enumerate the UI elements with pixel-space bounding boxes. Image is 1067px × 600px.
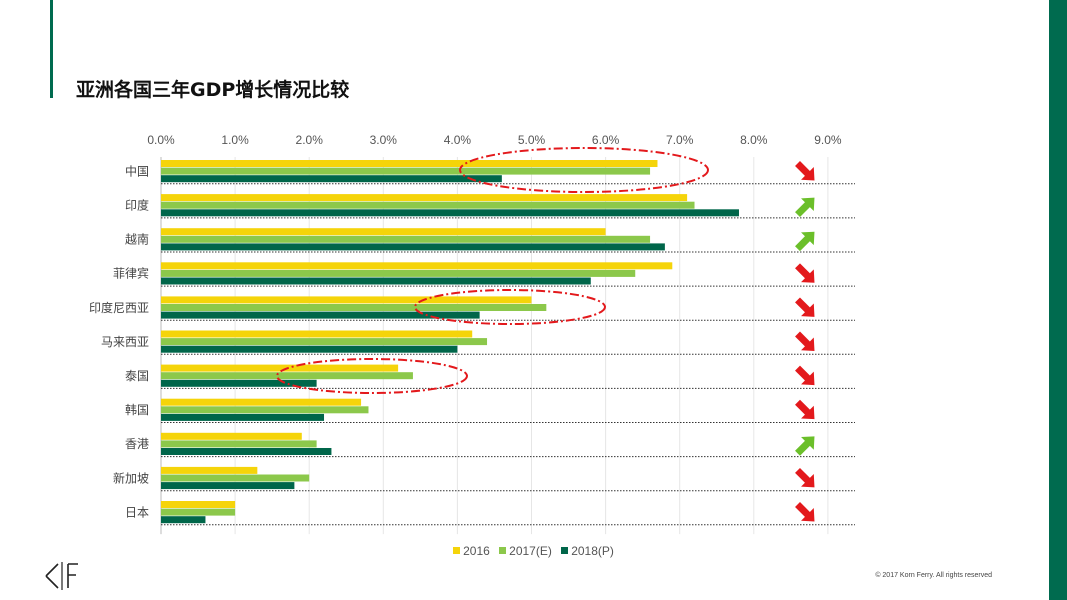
bar-2018(P) <box>161 311 480 319</box>
category-label: 越南 <box>125 232 149 247</box>
category-label: 印度尼西亚 <box>89 300 149 315</box>
bar-2017(E) <box>161 201 695 209</box>
bar-2016 <box>161 160 658 167</box>
bar-2016 <box>161 330 473 338</box>
category-label: 中国 <box>125 163 149 178</box>
trend-down-arrow-icon <box>795 263 815 283</box>
category-label: 印度 <box>125 198 149 213</box>
bar-2016 <box>161 364 399 372</box>
bar-2018(P) <box>161 175 502 183</box>
bar-2017(E) <box>161 167 651 175</box>
legend-swatch-2017 <box>499 547 507 554</box>
bar-2017(E) <box>161 372 413 380</box>
bar-2016 <box>161 228 606 236</box>
trend-up-arrow-icon <box>795 197 815 218</box>
category-label: 新加坡 <box>113 470 149 485</box>
trend-down-arrow-icon <box>795 399 815 420</box>
legend-label-2018: 2018(P) <box>571 544 614 558</box>
bar-2017(E) <box>161 440 317 448</box>
bar-2018(P) <box>161 243 665 251</box>
legend-label-2016: 2016 <box>463 544 490 558</box>
x-tick-label: 6.0% <box>592 133 620 147</box>
x-tick-label: 3.0% <box>370 133 398 147</box>
copyright-text: © 2017 Korn Ferry. All rights reserved <box>875 572 992 579</box>
category-label: 韩国 <box>125 402 149 417</box>
trend-up-arrow-icon <box>795 231 815 252</box>
bar-2017(E) <box>161 508 236 516</box>
highlight-ellipse <box>459 147 709 193</box>
x-tick-label: 7.0% <box>666 133 694 147</box>
bar-2017(E) <box>161 338 488 346</box>
x-tick-label: 5.0% <box>518 133 546 147</box>
bar-2017(E) <box>161 304 547 311</box>
legend-item-2017: 2017(E) <box>499 544 552 558</box>
bar-2016 <box>161 432 302 440</box>
bar-2018(P) <box>161 277 591 285</box>
bar-2016 <box>161 194 688 202</box>
category-label: 泰国 <box>125 369 149 383</box>
bar-2017(E) <box>161 406 369 414</box>
bar-2016 <box>161 398 362 406</box>
highlight-ellipse <box>414 289 606 325</box>
trend-down-arrow-icon <box>795 297 815 317</box>
category-label: 菲律宾 <box>113 266 149 281</box>
bar-2018(P) <box>161 448 332 455</box>
x-tick-label: 9.0% <box>814 133 842 147</box>
x-tick-label: 8.0% <box>740 133 768 147</box>
legend-item-2018: 2018(P) <box>561 544 614 558</box>
legend-item-2016: 2016 <box>453 544 490 558</box>
trend-down-arrow-icon <box>795 502 815 522</box>
x-tick-label: 4.0% <box>444 133 472 147</box>
bar-2018(P) <box>161 209 739 217</box>
trend-up-arrow-icon <box>795 436 815 456</box>
highlight-ellipse <box>276 358 468 394</box>
bar-2018(P) <box>161 413 325 421</box>
category-label: 日本 <box>125 505 149 519</box>
chart-legend: 2016 2017(E) 2018(P) <box>0 544 1067 558</box>
korn-ferry-logo-icon <box>45 562 78 590</box>
page-title: 亚洲各国三年GDP增长情况比较 <box>76 79 350 101</box>
bar-2016 <box>161 501 236 508</box>
bar-2017(E) <box>161 235 651 243</box>
category-label: 香港 <box>125 437 149 451</box>
x-tick-label: 0.0% <box>147 133 175 147</box>
category-label: 马来西亚 <box>101 335 149 349</box>
right-brand-bar <box>1049 0 1067 600</box>
bar-2017(E) <box>161 269 636 277</box>
bar-2018(P) <box>161 345 458 353</box>
bar-2016 <box>161 466 258 474</box>
bar-2017(E) <box>161 474 310 482</box>
bar-2016 <box>161 262 673 270</box>
trend-down-arrow-icon <box>795 331 815 351</box>
legend-label-2017: 2017(E) <box>509 544 552 558</box>
bar-2016 <box>161 296 532 304</box>
trend-down-arrow-icon <box>795 161 815 181</box>
top-accent-bar <box>50 0 53 98</box>
legend-swatch-2016 <box>453 547 461 554</box>
bar-2018(P) <box>161 482 295 490</box>
trend-down-arrow-icon <box>795 467 815 488</box>
legend-swatch-2018 <box>561 547 569 554</box>
x-tick-label: 1.0% <box>221 133 249 147</box>
bar-2018(P) <box>161 379 317 387</box>
trend-down-arrow-icon <box>795 365 815 386</box>
bar-2018(P) <box>161 516 206 524</box>
x-tick-label: 2.0% <box>296 133 324 147</box>
